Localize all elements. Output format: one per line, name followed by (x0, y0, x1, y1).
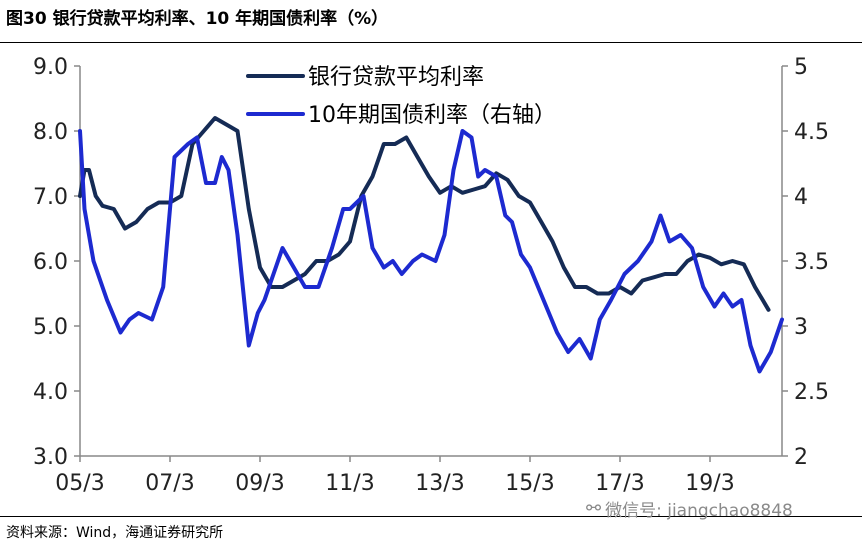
y-left-tick-label: 4.0 (33, 380, 68, 405)
chart-legend: 银行贷款平均利率 10年期国债利率（右轴） (246, 65, 556, 128)
wechat-icon: ⚯ (586, 498, 602, 519)
y-left-tick-label: 8.0 (33, 120, 68, 145)
x-tick-label: 09/3 (235, 471, 284, 496)
y-left-tick-label: 7.0 (33, 185, 68, 210)
y-right-tick-label: 2.5 (794, 380, 829, 405)
x-tick-label: 15/3 (505, 471, 554, 496)
footer-divider (0, 516, 862, 517)
x-tick-label: 05/3 (55, 471, 104, 496)
legend-label: 10年期国债利率（右轴） (308, 103, 556, 128)
y-right-tick-label: 5 (794, 55, 808, 80)
source-note: 资料来源：Wind，海通证券研究所 (6, 525, 224, 541)
x-tick-label: 07/3 (145, 471, 194, 496)
chart-title: 图30 银行贷款平均利率、10 年期国债利率（%） (6, 9, 389, 29)
legend-label: 银行贷款平均利率 (308, 65, 484, 90)
series-line-bond-yield (78, 129, 784, 374)
watermark: ⚯ 微信号: jiangchao8848 (586, 496, 793, 521)
x-tick-label: 11/3 (325, 471, 374, 496)
y-left-tick-label: 3.0 (33, 445, 68, 470)
y-right-tick-label: 3 (794, 315, 808, 340)
chart-axes: 3.0 4.0 5.0 6.0 7.0 8.0 9.0 2 2.5 3 3.5 4 4.5 5 05/3 07… (33, 55, 829, 496)
chart-lines (78, 116, 784, 374)
y-right-tick-label: 4.5 (794, 120, 829, 145)
x-tick-label: 13/3 (415, 471, 464, 496)
y-left-tick-label: 9.0 (33, 55, 68, 80)
y-right-tick-label: 4 (794, 185, 808, 210)
y-right-tick-label: 3.5 (794, 250, 829, 275)
y-left-tick-label: 6.0 (33, 250, 68, 275)
x-tick-label: 17/3 (595, 471, 644, 496)
title-divider (0, 42, 862, 43)
x-tick-label: 19/3 (685, 471, 734, 496)
y-right-tick-label: 2 (794, 445, 808, 470)
y-left-tick-label: 5.0 (33, 315, 68, 340)
series-line-loan-rate (78, 116, 771, 312)
watermark-text: 微信号: jiangchao8848 (605, 501, 793, 521)
line-chart: 3.0 4.0 5.0 6.0 7.0 8.0 9.0 2 2.5 3 3.5 4 4.5 5 05/3 07… (33, 55, 829, 496)
